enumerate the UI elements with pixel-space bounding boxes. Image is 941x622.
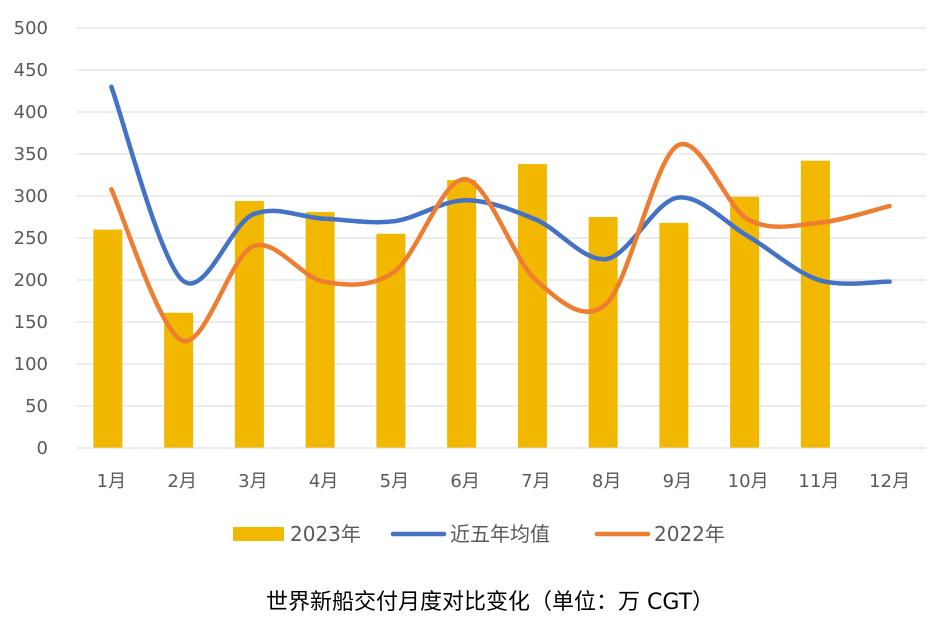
x-tick-label: 7月 (521, 471, 550, 492)
x-tick-label: 4月 (309, 471, 338, 492)
y-tick-label: 50 (25, 396, 48, 417)
x-axis-ticks: 1月 2月 3月 4月 5月 6月 7月 8月 9月 10月 11月 12月 (97, 471, 910, 492)
gridlines (77, 27, 926, 407)
legend-swatch-2023 (233, 527, 284, 541)
legend-label: 近五年均值 (450, 522, 550, 546)
x-tick-label: 3月 (238, 471, 267, 492)
line-2022 (109, 141, 892, 344)
line-series (109, 84, 892, 344)
legend: 2023年 近五年均值 2022年 (233, 522, 725, 546)
chart-title: 世界新船交付月度对比变化（单位：万 CGT） (266, 590, 714, 615)
bar-2023 (447, 180, 477, 449)
y-tick-label: 450 (14, 60, 48, 81)
x-tick-label: 10月 (728, 471, 769, 492)
bar-2023 (93, 229, 123, 448)
bar-2023 (305, 211, 335, 448)
x-tick-label: 2月 (167, 471, 196, 492)
x-tick-label: 11月 (798, 471, 839, 492)
y-tick-label: 250 (14, 228, 48, 249)
bar-2023 (376, 233, 406, 448)
x-tick-label: 8月 (592, 471, 621, 492)
x-tick-label: 1月 (97, 471, 126, 492)
y-tick-label: 150 (14, 312, 48, 333)
x-tick-label: 5月 (380, 471, 409, 492)
y-tick-label: 350 (14, 144, 48, 165)
x-tick-label: 12月 (869, 471, 910, 492)
bar-2023 (588, 217, 618, 448)
y-tick-label: 200 (14, 270, 48, 291)
bar-2023 (800, 160, 830, 448)
bar-2023 (517, 164, 547, 448)
y-tick-label: 100 (14, 354, 48, 375)
y-tick-label: 300 (14, 186, 48, 207)
x-tick-label: 9月 (663, 471, 692, 492)
legend-label: 2023年 (290, 522, 361, 546)
y-axis-ticks: 0 50 100 150 200 250 300 350 400 450 500 (14, 18, 48, 459)
bar-2023 (164, 312, 194, 448)
bar-2023 (234, 201, 264, 448)
x-tick-label: 6月 (450, 471, 479, 492)
legend-label: 2022年 (654, 522, 725, 546)
y-tick-label: 500 (14, 18, 48, 39)
y-tick-label: 0 (37, 438, 48, 459)
line-five-year-average (109, 84, 892, 286)
bar-series-2023 (93, 160, 830, 449)
bar-2023 (659, 222, 689, 448)
y-tick-label: 400 (14, 102, 48, 123)
